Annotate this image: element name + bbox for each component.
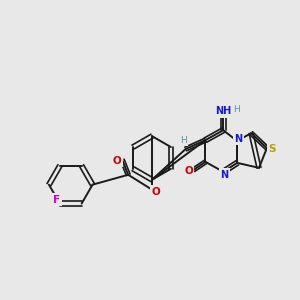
- Text: NH: NH: [215, 106, 231, 116]
- Text: N: N: [234, 134, 242, 144]
- Text: O: O: [113, 156, 122, 166]
- Text: H: H: [180, 136, 187, 145]
- Text: O: O: [184, 166, 193, 176]
- Text: H: H: [233, 105, 240, 114]
- Text: S: S: [268, 144, 276, 154]
- Text: N: N: [220, 170, 228, 180]
- Text: F: F: [53, 195, 60, 205]
- Text: O: O: [152, 187, 160, 196]
